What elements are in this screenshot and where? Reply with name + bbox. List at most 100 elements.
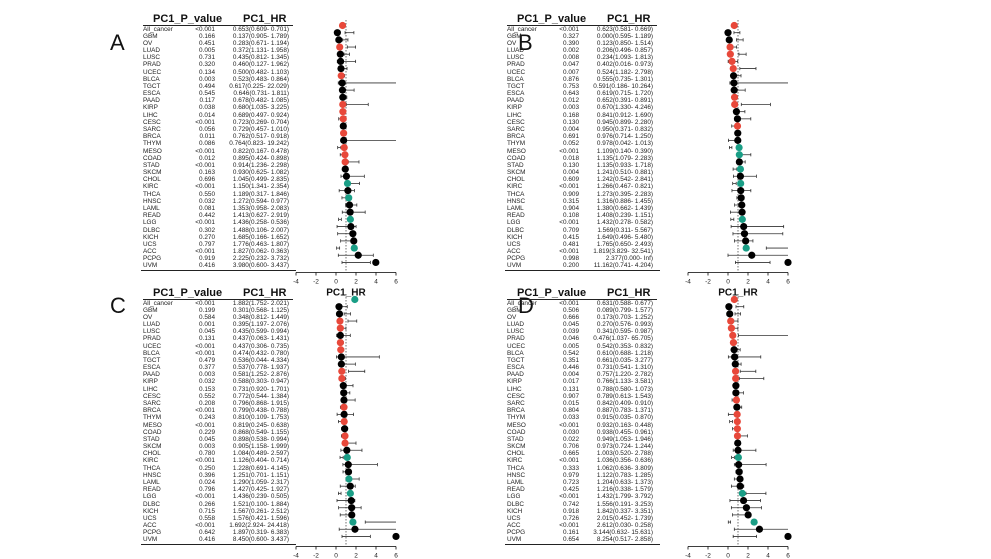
p-value: 0.542 bbox=[563, 349, 579, 357]
cancer-type: ACC bbox=[143, 248, 157, 256]
cancer-type: OV bbox=[143, 313, 153, 321]
hr-value: 1.521(0.100- 1.884) bbox=[232, 500, 289, 508]
hr-point bbox=[734, 446, 742, 454]
hr-value: 0.523(0.483- 0.864) bbox=[232, 75, 289, 83]
table-row: LAML 0.024 1.290(1.059- 2.317) bbox=[143, 479, 289, 486]
hr-value: 0.524(1.182- 2.798) bbox=[596, 68, 653, 76]
table-top-rule bbox=[143, 25, 293, 26]
column-header-hr: PC1_HR bbox=[243, 13, 287, 25]
hr-point bbox=[340, 129, 348, 137]
hr-value: 1.353(0.958- 2.083) bbox=[232, 205, 289, 212]
table-row: ACC <0.001 2.612(0.030- 0.258) bbox=[507, 522, 653, 529]
forest-row bbox=[727, 251, 788, 259]
cancer-type: UCS bbox=[143, 240, 157, 248]
p-value: 0.047 bbox=[563, 61, 579, 69]
p-value: 0.014 bbox=[199, 111, 215, 119]
p-value: 0.558 bbox=[199, 514, 215, 522]
p-value: 0.166 bbox=[199, 32, 215, 40]
hr-value: 0.757(1.220- 2.782) bbox=[596, 371, 653, 379]
hr-point bbox=[736, 475, 744, 483]
table-row: STAD <0.001 0.914(1.236- 2.298) bbox=[143, 161, 289, 169]
p-value: 0.017 bbox=[563, 378, 579, 386]
cancer-type: GBM bbox=[143, 306, 158, 314]
cancer-type: All_cancer bbox=[143, 299, 173, 307]
p-value: <0.001 bbox=[559, 147, 579, 155]
hr-point bbox=[729, 64, 737, 73]
x-tick-label: 4 bbox=[766, 552, 770, 559]
cancer-type: KIRP bbox=[143, 104, 158, 112]
hr-value: 8.254(0.517- 2.858) bbox=[596, 536, 653, 544]
p-value: 0.545 bbox=[199, 90, 215, 98]
p-value: 0.003 bbox=[199, 371, 215, 379]
hr-value: 0.976(0.714- 1.250) bbox=[596, 133, 653, 141]
forest-row bbox=[339, 122, 347, 130]
hr-point bbox=[736, 482, 744, 490]
table-row: DLBC 0.709 1.569(0.311- 5.567) bbox=[507, 227, 653, 234]
p-value: <0.001 bbox=[559, 493, 579, 501]
forest-row bbox=[730, 215, 746, 223]
hr-value: 1.432(1.799- 3.792) bbox=[596, 493, 653, 501]
p-value: 0.033 bbox=[563, 414, 579, 422]
p-value: 0.416 bbox=[199, 536, 215, 544]
cancer-type: KIRP bbox=[507, 104, 522, 112]
p-value: 0.002 bbox=[563, 47, 579, 55]
forest-row bbox=[341, 158, 360, 166]
hr-value: 0.555(0.735- 1.301) bbox=[596, 75, 653, 83]
cancer-type: CHOL bbox=[507, 176, 525, 184]
hr-point bbox=[339, 382, 347, 390]
forest-row bbox=[339, 93, 348, 101]
column-header-p-value: PC1_P_value bbox=[517, 13, 587, 25]
hr-point bbox=[742, 237, 750, 245]
cancer-type: MESO bbox=[143, 421, 162, 429]
cancer-type: LUAD bbox=[143, 47, 161, 55]
hr-point bbox=[350, 237, 358, 245]
cancer-type: MESO bbox=[507, 147, 526, 155]
forest-row bbox=[732, 382, 740, 390]
table-row: KIRC <0.001 1.126(0.404- 0.714) bbox=[143, 457, 289, 465]
table-top-rule bbox=[143, 299, 293, 300]
p-value: 0.208 bbox=[199, 400, 215, 408]
p-value: 0.666 bbox=[563, 313, 579, 321]
table-row: SKCM 0.003 0.905(1.158- 1.999) bbox=[143, 443, 289, 450]
cancer-type: LAML bbox=[143, 479, 160, 486]
hr-value: 3.144(0.632- 15.631) bbox=[593, 529, 653, 537]
hr-point bbox=[336, 317, 344, 325]
table-row: THYM 0.033 0.915(0.035- 0.870) bbox=[507, 414, 653, 422]
hr-point bbox=[730, 93, 739, 101]
hr-point bbox=[736, 172, 745, 180]
forest-row bbox=[731, 453, 742, 462]
cancer-type: KIRP bbox=[143, 378, 158, 386]
table-row: HNSC 0.315 1.316(0.886- 1.455) bbox=[507, 198, 653, 205]
forest-row bbox=[738, 489, 767, 497]
table-row: UCS 0.797 1.776(0.463- 1.807) bbox=[143, 240, 289, 248]
p-value: 0.229 bbox=[199, 428, 215, 436]
panel-letter: B bbox=[518, 30, 533, 55]
hr-value: 0.932(0.163- 0.448) bbox=[596, 421, 653, 429]
hr-point bbox=[725, 303, 733, 311]
cancer-type: SARC bbox=[143, 400, 161, 408]
table-row: PRAD 0.047 0.402(0.016- 0.973) bbox=[507, 61, 653, 69]
p-value: 0.609 bbox=[563, 176, 579, 184]
hr-point bbox=[730, 86, 738, 94]
cancer-type: UCEC bbox=[507, 68, 526, 76]
hr-point bbox=[735, 143, 743, 152]
p-value: 0.005 bbox=[563, 342, 579, 350]
table-row: PAAD 0.004 0.757(1.220- 2.782) bbox=[507, 371, 653, 379]
forest-row bbox=[726, 50, 747, 58]
cancer-type: LGG bbox=[143, 493, 157, 501]
hr-point bbox=[729, 338, 738, 347]
hr-value: 0.788(0.580- 1.073) bbox=[596, 385, 653, 393]
hr-point bbox=[731, 367, 740, 375]
p-value: <0.001 bbox=[195, 342, 215, 350]
table-row: SKCM 0.163 0.930(0.625- 1.082) bbox=[143, 169, 289, 176]
table-row: All_cancer <0.001 0.631(0.588- 0.677) bbox=[507, 300, 653, 307]
forest-row bbox=[338, 374, 346, 383]
forest-row bbox=[341, 258, 380, 267]
table-row: OV 0.451 0.283(0.671- 1.194) bbox=[143, 40, 289, 47]
hr-value: 0.914(1.236- 2.298) bbox=[232, 161, 289, 169]
hr-value: 1.126(0.404- 0.714) bbox=[232, 457, 289, 465]
forest-row bbox=[729, 143, 743, 152]
forest-row bbox=[729, 79, 788, 87]
p-value: 0.200 bbox=[563, 262, 579, 270]
hr-point bbox=[392, 532, 400, 541]
